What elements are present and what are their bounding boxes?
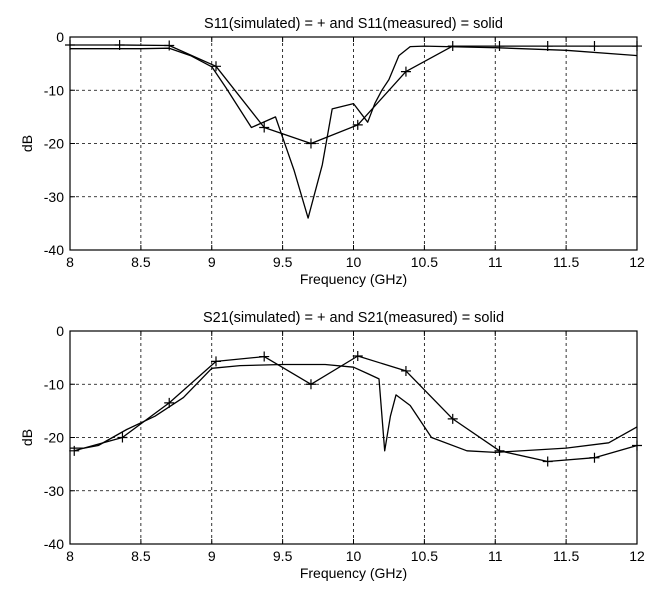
s11-simulated-point-marker <box>632 41 642 52</box>
s21-simulated-point-marker <box>305 379 316 390</box>
s11-simulated-point-marker <box>589 41 600 52</box>
s11-simulated-point-marker <box>494 41 505 52</box>
s21-xtick-label: 8.5 <box>131 548 151 564</box>
s11-xtick-label: 12 <box>629 254 645 270</box>
s11-simulated-point-marker <box>400 66 411 77</box>
s11-xtick-label: 10 <box>346 254 362 270</box>
s21-simulated-point-marker <box>447 413 458 424</box>
s11-panel: 8 8.5 9 9.5 10 10.5 11 11.5 12 0 -10 -20 -30 -40 S11(s… <box>19 16 645 287</box>
s21-ytick-label: -10 <box>44 376 64 392</box>
s21-chart-title: S21(simulated) = + and S21(measured) = s… <box>203 310 504 326</box>
s21-xtick-label: 10.5 <box>411 548 438 564</box>
s11-ytick-label: -30 <box>44 189 64 205</box>
s21-simulated-point-marker <box>632 440 642 451</box>
s11-chart-title: S11(simulated) = + and S11(measured) = s… <box>204 16 503 32</box>
s21-xtick-label: 9 <box>208 548 216 564</box>
s11-simulated-point-marker <box>305 138 316 149</box>
s21-simulated-point-marker <box>211 356 222 367</box>
s11-ytick-label: 0 <box>56 29 64 45</box>
s11-xtick-label: 10.5 <box>411 254 438 270</box>
s21-simulated-point-marker <box>400 365 411 376</box>
s21-xtick-label: 11.5 <box>553 548 579 564</box>
s21-measured-line <box>70 363 638 454</box>
s21-ytick-label: -30 <box>44 483 64 499</box>
s21-xtick-label: 11 <box>488 548 503 564</box>
s11-simulated-point-marker <box>211 61 222 72</box>
s21-xtick-label: 8 <box>66 548 74 564</box>
s21-ytick-label: -40 <box>44 536 64 552</box>
s11-xtick-label: 8 <box>66 254 74 270</box>
s11-xtick-label: 11 <box>488 254 503 270</box>
s11-simulated-point-marker <box>352 119 363 130</box>
s21-xtick-label: 12 <box>629 548 645 564</box>
s21-simulated-point-marker <box>542 456 553 467</box>
s21-simulated-point-marker <box>352 351 363 362</box>
s11-ytick-label: -20 <box>44 136 64 152</box>
s11-measured-line <box>70 45 638 219</box>
s21-simulated-point-marker <box>117 432 128 443</box>
s11-xtick-label: 11.5 <box>553 254 579 270</box>
s11-xtick-label: 9 <box>208 254 216 270</box>
s21-y-axis-label: dB <box>19 429 35 446</box>
s21-xtick-label: 10 <box>346 548 362 564</box>
s11-xtick-label: 9.5 <box>273 254 293 270</box>
s21-x-axis-label: Frequency (GHz) <box>300 565 407 581</box>
s11-ytick-label: -10 <box>44 82 64 98</box>
s11-x-axis-label: Frequency (GHz) <box>300 271 407 287</box>
s11-xtick-label: 8.5 <box>131 254 151 270</box>
s21-simulated-point-marker <box>494 445 505 456</box>
s11-simulated-point-marker <box>259 122 270 133</box>
s21-simulated-point-marker <box>589 452 600 463</box>
s21-panel: 8 8.5 9 9.5 10 10.5 11 11.5 12 0 -10 -20 -30 -40 S21(s… <box>19 310 645 581</box>
s21-simulated-point-marker <box>259 351 270 362</box>
s11-ytick-label: -40 <box>44 242 64 258</box>
s21-ytick-label: 0 <box>56 323 64 339</box>
s21-xtick-label: 9.5 <box>273 548 293 564</box>
s11-y-axis-label: dB <box>19 135 35 152</box>
s21-ytick-label: -20 <box>44 430 64 446</box>
